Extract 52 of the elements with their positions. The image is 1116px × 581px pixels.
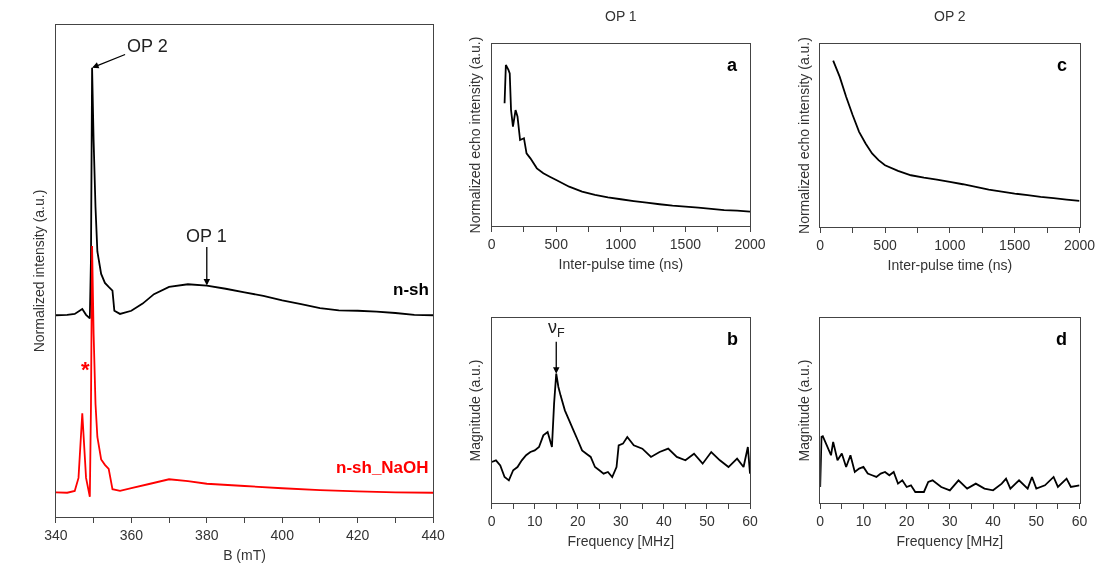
x-tick-label: 500 [873,236,897,253]
y-axis-title: Magnitude (a.u.) [795,359,812,462]
x-tick-label: 60 [1071,512,1088,529]
series-label: n-sh_NaOH [336,458,429,477]
x-tick-label: 500 [544,235,569,252]
chart-title: OP 2 [934,8,966,24]
x-axis-title: B (mT) [223,547,266,564]
x-tick-label: 0 [816,236,825,253]
x-tick-label: 340 [44,526,68,543]
x-axis-title: Frequency [MHz] [567,533,675,550]
x-tick-label: 50 [1028,512,1045,529]
x-tick-label: 30 [613,512,629,529]
x-tick-label: 360 [119,526,144,543]
annotation: OP 2 [127,36,168,56]
chart-title: OP 1 [605,8,637,24]
x-tick-label: 50 [699,512,715,529]
x-tick-label: 30 [942,512,958,529]
x-tick-label: 420 [346,526,370,543]
x-tick-label: 1000 [605,235,637,252]
x-tick-label: 1000 [934,236,966,253]
annotation: ν$_{F}$ [548,317,565,340]
x-tick-label: 10 [855,512,872,529]
y-axis-title: Normalized echo intensity (a.u.) [467,36,484,234]
x-tick-label: 1500 [669,235,702,252]
text: d [1056,329,1067,349]
y-axis-title: Magnitude (a.u.) [467,359,484,462]
annotation: c [1057,55,1068,75]
y-axis-title: Normalized echo intensity (a.u.) [795,37,812,234]
x-axis-title: Inter-pulse time (ns) [558,256,684,273]
x-tick-label: 10 [526,512,543,529]
x-tick-label: 20 [569,512,586,529]
x-axis-title: Frequency [MHz] [896,533,1004,550]
series-label: n-sh [393,280,429,299]
x-tick-label: 2000 [1063,236,1096,253]
x-tick-label: 2000 [734,235,766,252]
x-tick-label: 380 [195,526,219,543]
x-tick-label: 400 [270,526,295,543]
text: b [727,329,738,349]
annotation: a [727,55,738,75]
x-tick-label: 40 [656,512,672,529]
x-tick-label: 0 [816,512,825,529]
x-tick-label: 60 [742,512,758,529]
annotation: * [81,357,90,382]
y-axis-title: Normalized intensity (a.u.) [31,189,48,353]
x-tick-label: 40 [985,512,1002,529]
annotation: OP 1 [186,226,227,246]
x-tick-label: 1500 [999,236,1031,253]
x-axis-title: Inter-pulse time (ns) [887,257,1013,274]
x-tick-label: 0 [487,235,496,252]
x-tick-label: 440 [421,526,446,543]
x-tick-label: 20 [898,512,915,529]
x-tick-label: 0 [487,512,496,529]
